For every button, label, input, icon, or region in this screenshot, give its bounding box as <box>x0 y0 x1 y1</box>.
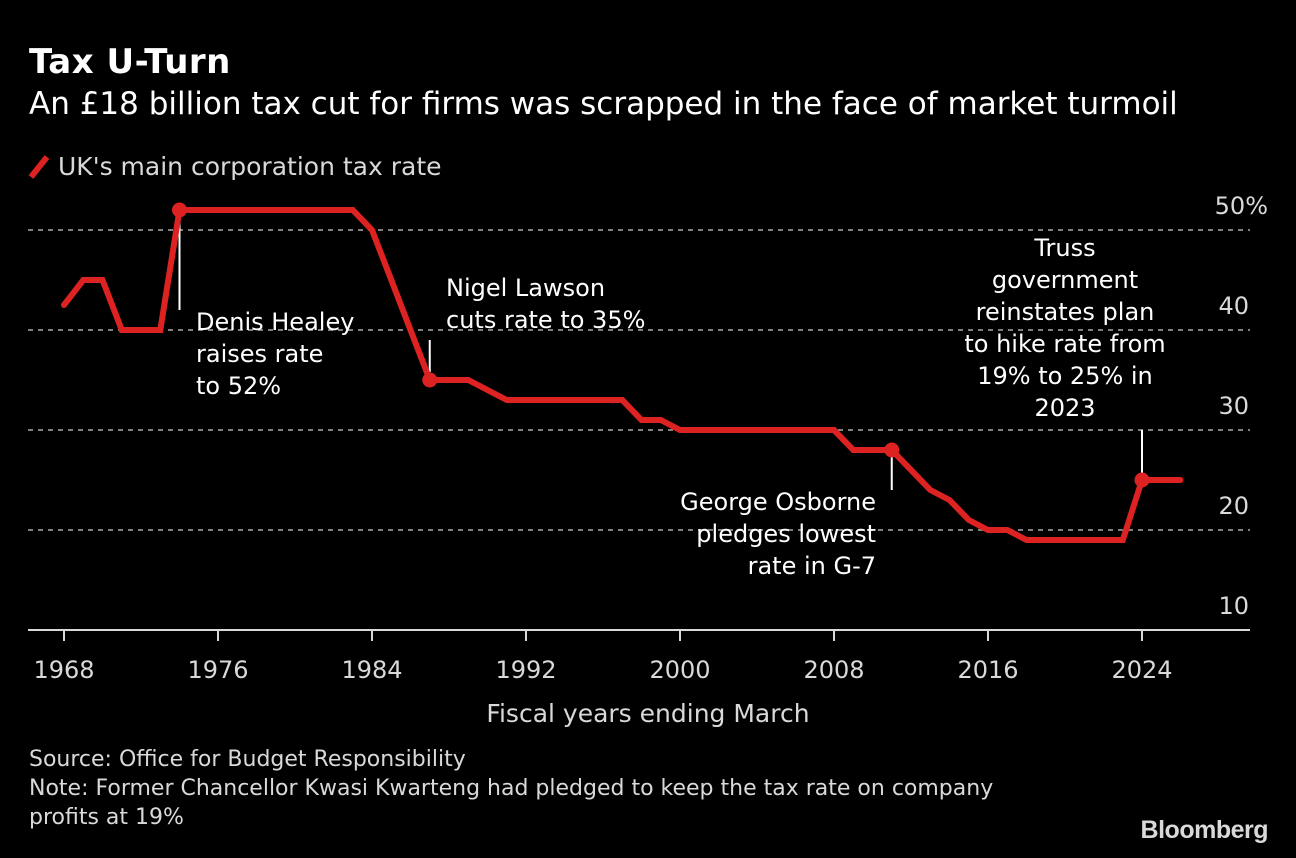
series-layer <box>61 207 1184 543</box>
y-tick-label: 50% <box>1215 192 1268 220</box>
annotation-text: rate in G-7 <box>748 552 876 580</box>
y-axis: 10 20 30 40 50% <box>1215 192 1268 620</box>
x-tick-label: 1984 <box>341 656 402 684</box>
footnote: Note: Former Chancellor Kwasi Kwarteng h… <box>29 776 994 830</box>
bloomberg-logo: Bloomberg <box>1140 816 1269 844</box>
annotation-text: reinstates plan <box>976 298 1155 326</box>
annotation-text: government <box>992 266 1138 294</box>
x-tick-label: 2024 <box>1111 656 1172 684</box>
annotation-text: pledges lowest <box>696 520 876 548</box>
y-tick-label: 40 <box>1218 292 1249 320</box>
annotation-text: Nigel Lawson <box>446 274 605 302</box>
annotation-text: raises rate <box>196 340 323 368</box>
y-tick-label: 20 <box>1218 492 1249 520</box>
source-note: Source: Office for Budget Responsibility <box>29 747 466 772</box>
series-line-corporation-tax <box>61 207 1184 543</box>
x-tick-label: 1976 <box>187 656 248 684</box>
annotation-text: 19% to 25% in <box>977 362 1153 390</box>
legend-label: UK's main corporation tax rate <box>58 152 442 181</box>
legend: UK's main corporation tax rate <box>28 152 442 181</box>
chart-subtitle: An £18 billion tax cut for firms was scr… <box>29 86 1178 122</box>
annotation-marker <box>172 202 187 218</box>
x-axis: 1968 1976 1984 1992 2000 2008 2016 2024 <box>28 629 1250 684</box>
y-tick-label: 30 <box>1218 392 1249 420</box>
annotation-text: Denis Healey <box>196 308 354 336</box>
annotation-text: 2023 <box>1034 394 1095 422</box>
x-axis-title: Fiscal years ending March <box>486 699 809 728</box>
y-tick-label: 10 <box>1218 592 1249 620</box>
annotation-text: Truss <box>1033 234 1095 262</box>
x-tick-label: 1968 <box>33 656 94 684</box>
legend-line-icon <box>28 154 50 179</box>
annotation-text: cuts rate to 35% <box>446 306 645 334</box>
annotation-text: to 52% <box>196 372 281 400</box>
x-tick-label: 2016 <box>957 656 1018 684</box>
gridlines <box>28 229 1250 531</box>
annotations: Denis Healey raises rate to 52% Nigel Lawso… <box>172 202 1166 580</box>
annotation-text: George Osborne <box>680 488 876 516</box>
x-tick-label: 1992 <box>495 656 556 684</box>
annotation-marker <box>422 372 438 388</box>
x-tick-label: 2008 <box>803 656 864 684</box>
x-tick-label: 2000 <box>649 656 710 684</box>
annotation-marker <box>884 442 900 458</box>
annotation-marker <box>1134 472 1150 488</box>
chart-title: Tax U-Turn <box>29 42 231 82</box>
annotation-text: to hike rate from <box>964 330 1165 358</box>
